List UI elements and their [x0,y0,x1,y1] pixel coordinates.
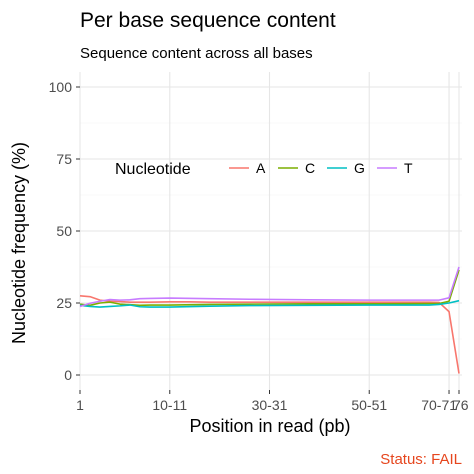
x-tick-label: 70-71 [421,397,457,413]
y-tick-label: 50 [56,223,72,239]
x-tick-label: 10-11 [152,397,187,413]
series-lines [79,266,460,374]
legend-label-c: C [305,160,315,176]
y-tick-label: 25 [56,295,72,311]
series-line-c [79,269,460,307]
chart-subtitle: Sequence content across all bases [80,45,313,62]
legend-title: Nucleotide [115,161,191,178]
x-tick-label: 1 [76,397,84,413]
legend-label-t: T [404,160,413,176]
y-tick-label: 100 [49,79,73,95]
status-label: Status: FAIL [380,451,462,468]
series-line-t [79,266,460,308]
legend-label-g: G [354,160,365,176]
chart-title: Per base sequence content [80,9,336,32]
x-tick-label: 30-31 [252,397,288,413]
legend-label-a: A [256,160,266,176]
x-tick-label: 76 [453,397,469,413]
y-tick-label: 0 [64,367,72,383]
x-tick-label: 50-51 [351,397,387,413]
y-axis-label: Nucleotide frequency (%) [9,142,29,344]
y-tick-label: 75 [56,151,72,167]
x-axis-label: Position in read (pb) [189,416,350,436]
plot-grid [79,72,462,390]
y-axis-ticks: 0 25 50 75 100 [49,79,80,383]
legend: Nucleotide A C G T [115,160,413,178]
series-line-g [79,299,460,308]
